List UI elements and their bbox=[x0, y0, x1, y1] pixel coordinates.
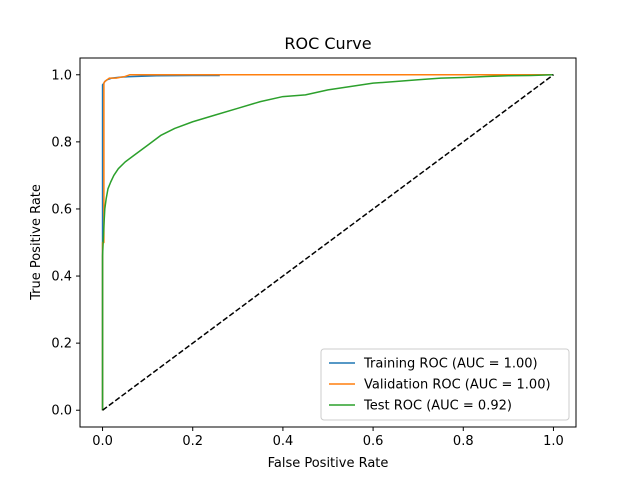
legend-label: Validation ROC (AUC = 1.00) bbox=[364, 378, 551, 393]
x-tick-label: 0.8 bbox=[453, 434, 474, 449]
legend-label: Test ROC (AUC = 0.92) bbox=[363, 399, 512, 414]
plot-frame bbox=[79, 57, 577, 428]
series-layer bbox=[101, 74, 554, 411]
legend: Training ROC (AUC = 1.00) Validation ROC … bbox=[320, 348, 570, 421]
x-tick-label: 1.0 bbox=[543, 434, 564, 449]
x-tick-label: 0.4 bbox=[273, 434, 294, 449]
y-tick-label: 0.0 bbox=[51, 404, 72, 419]
series-line-0 bbox=[101, 74, 220, 411]
x-tick-label: 0.2 bbox=[182, 434, 203, 449]
legend-box bbox=[320, 348, 570, 421]
x-axis-ticks: 0.0 0.2 0.4 0.6 0.8 1.0 bbox=[92, 427, 564, 449]
legend-label: Training ROC (AUC = 1.00) bbox=[363, 357, 538, 372]
y-axis-ticks: 0.0 0.2 0.4 0.6 0.8 1.0 bbox=[51, 68, 80, 419]
y-tick-label: 1.0 bbox=[51, 68, 72, 83]
y-axis-label: True Positive Rate bbox=[29, 184, 44, 301]
x-tick-label: 0.0 bbox=[92, 434, 113, 449]
y-tick-label: 0.4 bbox=[51, 270, 72, 285]
y-tick-label: 0.2 bbox=[51, 337, 72, 352]
y-tick-label: 0.6 bbox=[51, 202, 72, 217]
series-line-2 bbox=[101, 74, 554, 411]
chance-diagonal-line bbox=[102, 74, 554, 411]
x-axis-label: False Positive Rate bbox=[268, 456, 389, 471]
chart-title: ROC Curve bbox=[284, 34, 371, 53]
y-tick-label: 0.8 bbox=[51, 135, 72, 150]
x-tick-label: 0.6 bbox=[363, 434, 384, 449]
